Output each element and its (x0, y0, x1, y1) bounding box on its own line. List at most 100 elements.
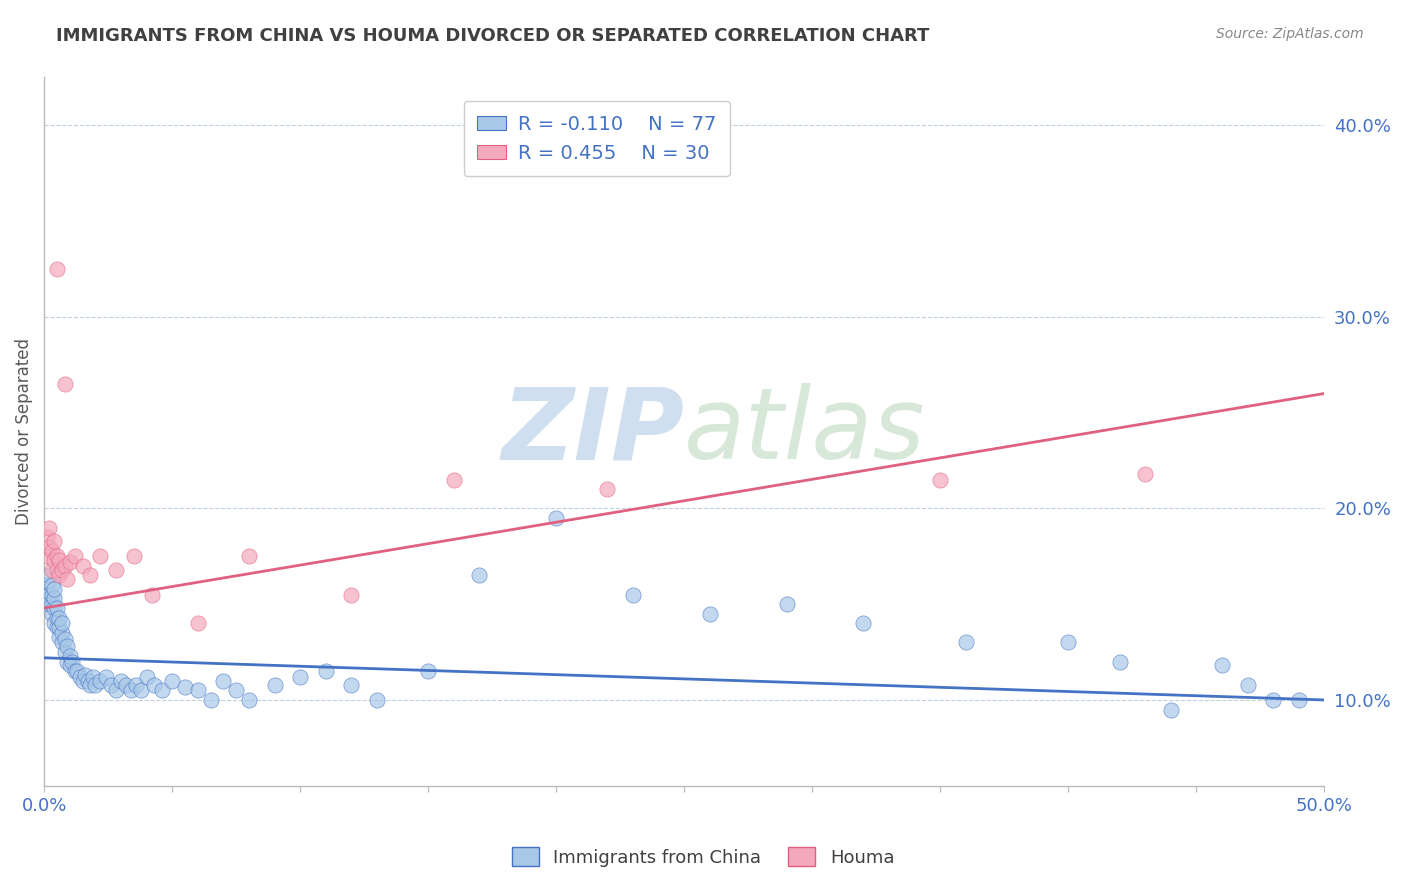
Point (263, 678, 285, 692)
Point (48, 553, 70, 567)
Point (44, 553, 66, 567)
Point (131, 683, 153, 698)
Point (443, 473, 465, 487)
Point (41, 588, 63, 602)
Point (225, 683, 247, 698)
Point (48, 568, 70, 582)
Point (38, 588, 60, 602)
Point (104, 563, 127, 577)
Point (35, 530, 58, 544)
Point (59, 648, 82, 663)
Point (53, 558, 76, 573)
Point (340, 678, 363, 692)
Point (418, 664, 440, 678)
Point (955, 635, 977, 649)
Point (45, 563, 67, 577)
Point (44, 616, 66, 631)
Point (238, 549, 260, 564)
Point (45, 601, 67, 615)
Point (38, 568, 60, 582)
Point (94, 670, 117, 684)
Point (41, 543, 63, 558)
Point (160, 673, 183, 688)
Point (929, 473, 952, 487)
Point (45, 549, 67, 564)
Point (174, 680, 197, 694)
Point (115, 678, 138, 692)
Point (45, 610, 67, 624)
Point (1108, 655, 1130, 669)
Point (1160, 702, 1182, 716)
Point (41, 607, 63, 621)
Point (38, 520, 60, 534)
Point (44, 601, 66, 615)
Point (60, 655, 83, 669)
Point (35, 588, 58, 602)
Point (53, 632, 76, 646)
Point (122, 549, 145, 564)
Point (104, 683, 127, 698)
Point (238, 693, 260, 707)
Point (56, 572, 79, 586)
Point (120, 683, 142, 698)
Point (59, 555, 82, 569)
Point (41, 578, 63, 592)
Point (89, 673, 111, 688)
Point (38, 540, 60, 554)
Point (366, 693, 388, 707)
Point (63, 549, 86, 564)
Text: IMMIGRANTS FROM CHINA VS HOUMA DIVORCED OR SEPARATED CORRELATION CHART: IMMIGRANTS FROM CHINA VS HOUMA DIVORCED … (56, 27, 929, 45)
Point (110, 673, 132, 688)
Point (187, 683, 209, 698)
Point (72, 673, 94, 688)
Point (51, 635, 73, 649)
Point (212, 673, 235, 688)
Point (45, 262, 67, 277)
Point (1288, 693, 1310, 707)
Point (1211, 658, 1233, 673)
Point (51, 616, 73, 631)
Point (51, 626, 73, 640)
Point (340, 588, 363, 602)
Point (125, 678, 148, 692)
Point (38, 597, 60, 611)
Point (776, 597, 799, 611)
Point (89, 549, 111, 564)
Point (35, 578, 58, 592)
Point (59, 658, 82, 673)
Point (48, 620, 70, 634)
Point (75, 668, 97, 682)
Point (76, 673, 98, 688)
Point (187, 616, 209, 631)
Point (1236, 678, 1258, 692)
Point (200, 693, 222, 707)
Point (288, 670, 311, 684)
Text: Source: ZipAtlas.com: Source: ZipAtlas.com (1216, 27, 1364, 41)
Point (84, 678, 107, 692)
Legend: R = -0.110    N = 77, R = 0.455    N = 30: R = -0.110 N = 77, R = 0.455 N = 30 (464, 102, 730, 177)
Point (699, 607, 721, 621)
Point (63, 664, 86, 678)
Point (44, 533, 66, 548)
Point (45, 620, 67, 634)
Point (1133, 467, 1156, 481)
Point (66, 664, 89, 678)
Point (150, 683, 173, 698)
Point (852, 616, 875, 631)
Point (1263, 693, 1285, 707)
Point (48, 630, 70, 644)
Point (48, 610, 70, 624)
Point (56, 640, 79, 654)
Point (141, 588, 163, 602)
Point (596, 482, 619, 496)
Point (44, 591, 66, 606)
Point (82, 670, 104, 684)
Point (143, 678, 166, 692)
Point (53, 376, 76, 391)
Point (53, 645, 76, 659)
Point (51, 563, 73, 577)
Text: ZIP: ZIP (502, 384, 685, 480)
Text: atlas: atlas (685, 384, 927, 480)
Point (72, 558, 94, 573)
Y-axis label: Divorced or Separated: Divorced or Separated (15, 338, 32, 525)
